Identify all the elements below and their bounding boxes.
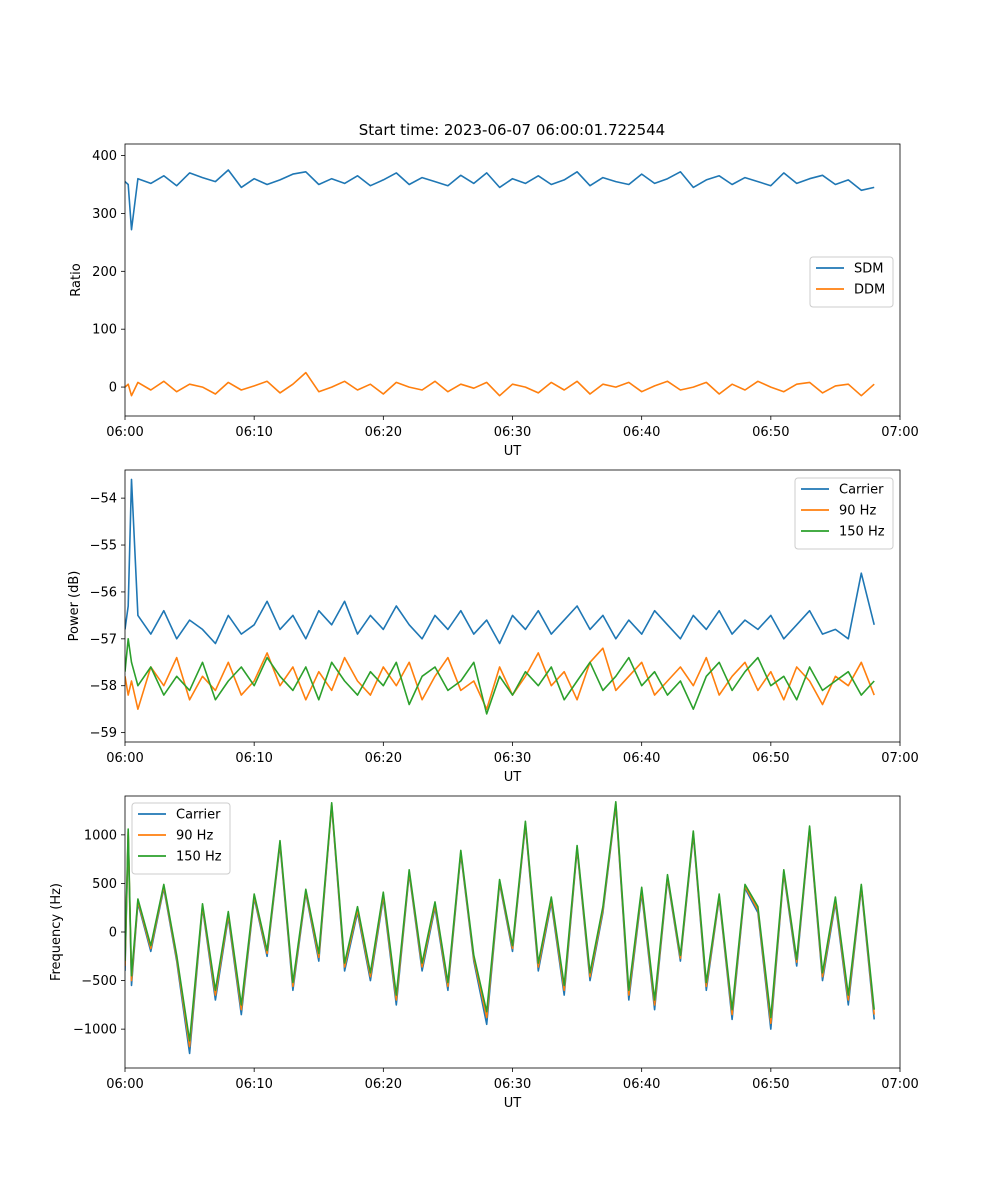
y-axis-label: Frequency (Hz) [49, 883, 64, 981]
series-line-carrier [125, 478, 875, 645]
legend-label: Carrier [839, 483, 884, 498]
chart-title: Start time: 2023-06-07 06:00:01.722544 [359, 121, 665, 139]
y-tick-label: 500 [92, 877, 117, 892]
y-axis-label: Power (dB) [67, 571, 82, 642]
y-tick-label: −56 [90, 585, 117, 600]
x-tick-label: 07:00 [881, 1077, 918, 1092]
x-tick-label: 06:10 [235, 425, 272, 440]
x-tick-label: 06:40 [623, 751, 660, 766]
legend-label: 90 Hz [176, 829, 213, 844]
x-tick-label: 06:30 [494, 1077, 531, 1092]
y-tick-label: 400 [92, 149, 117, 164]
x-axis-label: UT [504, 770, 522, 785]
legend-label: SDM [854, 262, 883, 277]
y-tick-label: −58 [90, 679, 117, 694]
series-line-150-hz [125, 637, 875, 715]
y-axis-label: Ratio [69, 263, 84, 296]
x-tick-label: 06:20 [365, 425, 402, 440]
x-tick-label: 06:30 [494, 751, 531, 766]
y-tick-label: −57 [90, 632, 117, 647]
x-axis-label: UT [504, 1096, 522, 1111]
y-tick-label: −54 [90, 492, 117, 507]
x-tick-label: 06:10 [235, 751, 272, 766]
x-tick-label: 06:00 [106, 425, 143, 440]
legend [809, 256, 894, 308]
y-tick-label: −55 [90, 539, 117, 554]
series-line-90-hz [125, 647, 875, 711]
x-tick-label: 06:00 [106, 751, 143, 766]
x-tick-label: 06:20 [365, 1077, 402, 1092]
x-tick-label: 06:50 [752, 751, 789, 766]
series-line-90-hz [125, 802, 875, 1048]
y-tick-label: 100 [92, 323, 117, 338]
plot-frame [124, 143, 901, 417]
x-tick-label: 06:50 [752, 1077, 789, 1092]
y-tick-label: 0 [109, 926, 117, 941]
y-tick-label: 300 [92, 207, 117, 222]
x-tick-label: 06:20 [365, 751, 402, 766]
x-tick-label: 06:40 [623, 425, 660, 440]
panel-2: 06:00 06:10 06:20 06:30 06:40 06:50 07:00 −54 −5… [67, 469, 919, 785]
x-tick-label: 06:50 [752, 425, 789, 440]
y-tick-label: −1000 [73, 1023, 117, 1038]
y-tick-label: −500 [81, 974, 117, 989]
legend-label: Carrier [176, 808, 221, 823]
y-tick-label: 1000 [84, 828, 117, 843]
series-line-ddm [125, 371, 875, 397]
x-tick-label: 07:00 [881, 751, 918, 766]
plot-frame [124, 469, 901, 743]
legend-label: 150 Hz [839, 525, 885, 540]
y-tick-label: −59 [90, 726, 117, 741]
series-line-150-hz [125, 800, 875, 1042]
series-line-carrier [125, 804, 875, 1055]
plot-frame [124, 795, 901, 1069]
x-axis-label: UT [504, 444, 522, 459]
x-tick-label: 06:10 [235, 1077, 272, 1092]
legend-label: 150 Hz [176, 850, 222, 865]
y-tick-label: 200 [92, 265, 117, 280]
x-tick-label: 06:30 [494, 425, 531, 440]
panel-1: 06:00 06:10 06:20 06:30 06:40 06:50 07:00 0 100 2… [69, 143, 919, 459]
y-tick-label: 0 [109, 381, 117, 396]
legend-label: DDM [854, 283, 885, 298]
panel-3: 06:00 06:10 06:20 06:30 06:40 06:50 07:00 1000 5… [49, 795, 919, 1111]
x-tick-label: 06:40 [623, 1077, 660, 1092]
x-tick-label: 07:00 [881, 425, 918, 440]
x-tick-label: 06:00 [106, 1077, 143, 1092]
series-line-sdm [125, 169, 875, 231]
legend-label: 90 Hz [839, 504, 876, 519]
